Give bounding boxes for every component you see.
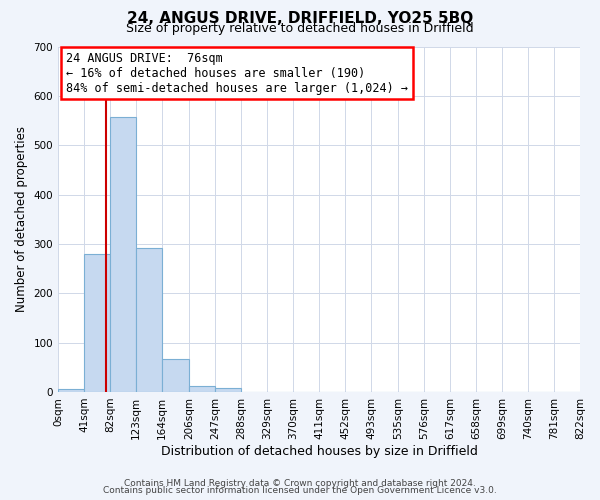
Text: Contains public sector information licensed under the Open Government Licence v3: Contains public sector information licen… [103, 486, 497, 495]
Text: Size of property relative to detached houses in Driffield: Size of property relative to detached ho… [126, 22, 474, 35]
Bar [110, 116, 136, 392]
Bar [215, 388, 241, 392]
Bar [58, 388, 84, 392]
Bar [136, 248, 162, 392]
Bar [84, 254, 110, 392]
Bar [162, 359, 189, 392]
Text: Contains HM Land Registry data © Crown copyright and database right 2024.: Contains HM Land Registry data © Crown c… [124, 478, 476, 488]
X-axis label: Distribution of detached houses by size in Driffield: Distribution of detached houses by size … [161, 444, 478, 458]
Text: 24 ANGUS DRIVE:  76sqm
← 16% of detached houses are smaller (190)
84% of semi-de: 24 ANGUS DRIVE: 76sqm ← 16% of detached … [66, 52, 408, 94]
Text: 24, ANGUS DRIVE, DRIFFIELD, YO25 5BQ: 24, ANGUS DRIVE, DRIFFIELD, YO25 5BQ [127, 11, 473, 26]
Bar [189, 386, 215, 392]
Y-axis label: Number of detached properties: Number of detached properties [15, 126, 28, 312]
